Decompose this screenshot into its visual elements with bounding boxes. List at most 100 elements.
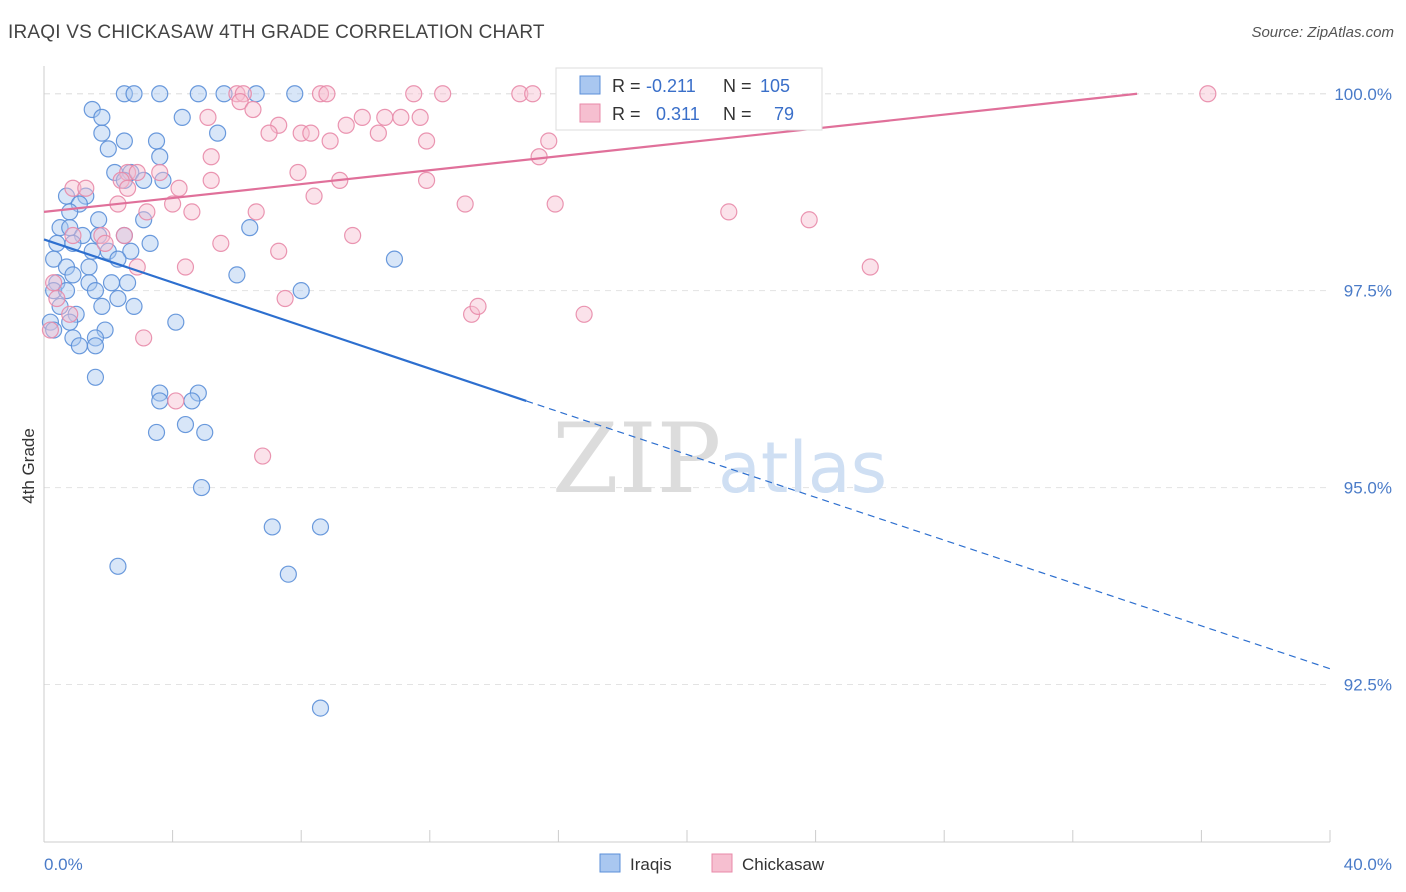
stats-n-value-iraqis: 105	[760, 76, 790, 96]
point-iraqis-42	[80, 258, 98, 276]
point-chickasaw-41	[170, 179, 188, 197]
point-iraqis-66	[70, 337, 88, 355]
stats-n-label-iraqis: N =	[723, 76, 752, 96]
point-chickasaw-19	[411, 108, 429, 126]
point-chickasaw-61	[861, 258, 879, 276]
point-chickasaw-23	[302, 124, 320, 142]
point-chickasaw-52	[64, 226, 82, 245]
point-iraqis-78	[311, 518, 330, 536]
point-chickasaw-33	[289, 163, 307, 182]
point-chickasaw-31	[151, 163, 169, 182]
stats-r-label-chickasaw: R =	[612, 104, 641, 124]
point-chickasaw-46	[546, 195, 564, 213]
stats-r-value-chickasaw: 0.311	[656, 104, 700, 124]
point-chickasaw-50	[247, 203, 265, 221]
point-chickasaw-69	[41, 321, 60, 339]
point-chickasaw-67	[575, 305, 593, 323]
legend: Iraqis Chickasaw	[599, 853, 825, 874]
point-iraqis-24	[61, 203, 79, 221]
point-chickasaw-12	[231, 93, 249, 111]
stats-swatch-chickasaw	[579, 103, 601, 123]
point-chickasaw-7	[524, 85, 542, 103]
point-chickasaw-22	[292, 124, 310, 142]
legend-label-chickasaw: Chickasaw	[742, 855, 825, 874]
point-iraqis-26	[90, 211, 108, 229]
y-tick-label-1: 95.0%	[1344, 479, 1392, 498]
point-iraqis-72	[183, 392, 201, 410]
legend-swatch-chickasaw	[711, 853, 733, 873]
point-iraqis-54	[125, 297, 143, 316]
point-chickasaw-4	[405, 85, 423, 103]
point-chickasaw-71	[167, 392, 185, 410]
data-points	[41, 85, 1217, 717]
point-iraqis-49	[228, 266, 246, 284]
point-chickasaw-11	[1199, 85, 1217, 103]
trend-lines	[43, 92, 1331, 670]
point-chickasaw-27	[540, 132, 558, 150]
point-chickasaw-55	[344, 226, 362, 245]
point-iraqis-6	[286, 85, 304, 103]
point-iraqis-3	[189, 85, 207, 103]
point-iraqis-1	[125, 85, 143, 103]
point-chickasaw-68	[61, 305, 79, 323]
point-chickasaw-49	[183, 203, 201, 221]
x-tick-label-1: 40.0%	[1344, 855, 1392, 874]
point-iraqis-79	[109, 557, 127, 575]
point-iraqis-48	[118, 274, 137, 292]
point-iraqis-40	[45, 250, 63, 268]
stats-swatch-iraqis	[579, 75, 601, 95]
watermark: ZIP atlas	[552, 403, 887, 515]
point-chickasaw-70	[135, 329, 153, 347]
point-chickasaw-3	[318, 85, 336, 103]
point-chickasaw-25	[321, 132, 339, 150]
point-iraqis-76	[192, 478, 211, 497]
point-chickasaw-40	[118, 179, 137, 197]
point-chickasaw-17	[353, 108, 371, 126]
stats-r-label-iraqis: R =	[612, 76, 641, 96]
y-tick-label-0: 92.5%	[1344, 675, 1392, 694]
point-iraqis-13	[115, 132, 133, 150]
point-iraqis-45	[64, 266, 82, 284]
trend-line-dashed-iraqis	[526, 400, 1331, 670]
point-chickasaw-24	[369, 124, 387, 142]
watermark-zip: ZIP	[552, 403, 721, 515]
point-iraqis-38	[122, 242, 140, 260]
point-chickasaw-6	[511, 85, 529, 103]
point-chickasaw-20	[376, 108, 394, 126]
legend-swatch-iraqis	[599, 853, 621, 873]
point-iraqis-11	[147, 132, 166, 150]
point-chickasaw-64	[276, 289, 294, 308]
point-chickasaw-26	[417, 132, 436, 150]
axes	[43, 66, 1331, 843]
point-chickasaw-45	[456, 195, 474, 213]
x-tick-label-0: 0.0%	[44, 855, 83, 874]
point-iraqis-12	[209, 124, 227, 142]
trend-line-iraqis	[43, 238, 527, 402]
point-iraqis-47	[102, 274, 121, 292]
point-chickasaw-21	[260, 124, 278, 142]
point-chickasaw-32	[202, 171, 220, 189]
point-iraqis-32	[141, 234, 159, 253]
point-chickasaw-57	[96, 234, 114, 253]
point-iraqis-77	[263, 518, 281, 536]
point-chickasaw-51	[800, 211, 818, 229]
point-iraqis-9	[173, 108, 191, 126]
trend-line-chickasaw	[43, 92, 1138, 213]
x-tick-labels: 0.0% 40.0%	[44, 855, 1392, 874]
point-chickasaw-37	[64, 179, 82, 197]
watermark-atlas: atlas	[718, 427, 887, 509]
point-iraqis-58	[93, 297, 111, 316]
point-iraqis-55	[292, 282, 310, 300]
point-chickasaw-38	[77, 179, 95, 197]
point-chickasaw-18	[392, 108, 410, 126]
point-chickasaw-47	[720, 203, 738, 221]
y-tick-label-3: 100.0%	[1334, 85, 1392, 104]
y-axis-label: 4th Grade	[19, 428, 38, 504]
point-chickasaw-35	[417, 171, 436, 189]
point-iraqis-0	[115, 85, 133, 103]
point-chickasaw-5	[434, 85, 452, 103]
point-iraqis-71	[151, 392, 169, 410]
point-chickasaw-2	[311, 85, 330, 103]
point-iraqis-15	[151, 148, 169, 166]
